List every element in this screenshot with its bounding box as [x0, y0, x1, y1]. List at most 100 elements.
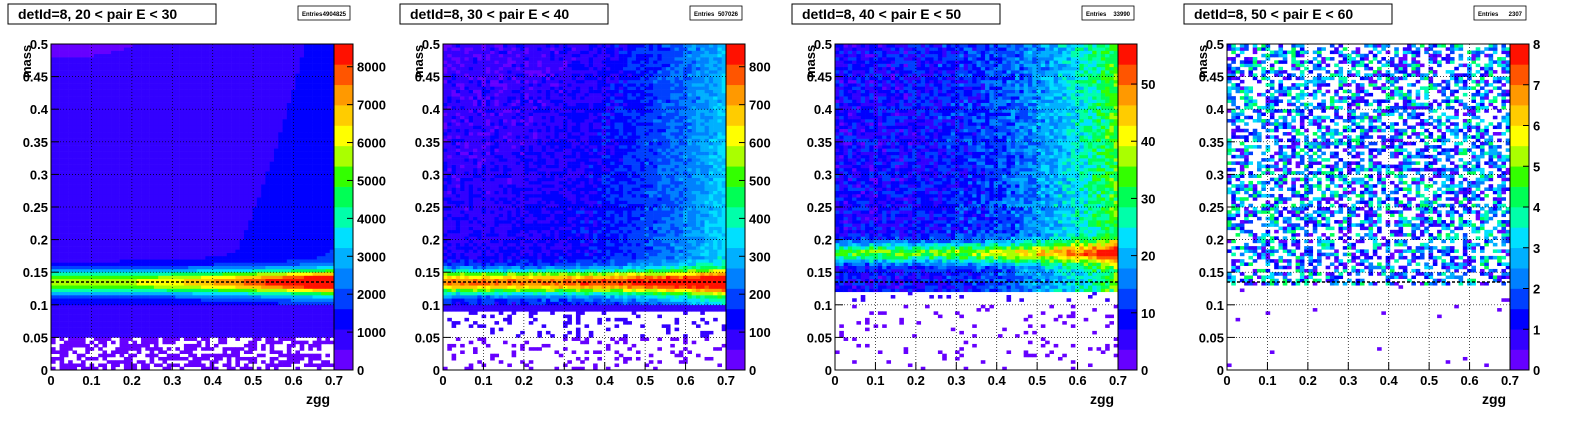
heatmap-cell — [222, 330, 228, 335]
heatmap-cell — [89, 213, 95, 218]
heatmap-cell — [295, 151, 300, 156]
heatmap-cell — [68, 190, 73, 195]
heatmap-cell — [192, 317, 198, 322]
heatmap-cell — [141, 285, 146, 289]
heatmap-cell — [226, 317, 232, 322]
heatmap-cell — [265, 109, 270, 113]
heatmap-cell — [128, 291, 133, 296]
heatmap-cell — [308, 151, 313, 156]
heatmap-cell — [278, 229, 283, 234]
heatmap-cell — [72, 246, 78, 250]
heatmap-cell — [145, 171, 150, 175]
heatmap-cell — [231, 255, 236, 260]
heatmap-cell — [278, 145, 283, 149]
heatmap-cell — [325, 288, 331, 293]
heatmap-cell — [81, 141, 86, 146]
heatmap-cell — [218, 330, 223, 335]
heatmap-cell — [299, 265, 305, 270]
heatmap-cell — [119, 337, 125, 341]
heatmap-cell — [55, 122, 60, 126]
heatmap-cell — [282, 187, 288, 191]
heatmap-cell — [252, 190, 258, 195]
heatmap-cell — [205, 125, 210, 130]
heatmap-cell — [201, 200, 206, 205]
heatmap-cell — [299, 356, 305, 361]
heatmap-cell — [321, 262, 326, 266]
heatmap-cell — [252, 128, 258, 133]
heatmap-cell — [132, 158, 138, 162]
heatmap-cell — [226, 262, 232, 266]
heatmap-cell — [102, 281, 108, 286]
heatmap-cell — [145, 141, 150, 146]
heatmap-cell — [282, 278, 288, 283]
heatmap-cell — [308, 203, 313, 208]
heatmap-cell — [252, 298, 258, 302]
heatmap-cell — [286, 268, 292, 273]
heatmap-cell — [102, 190, 108, 195]
heatmap-cell — [312, 180, 318, 185]
heatmap-cell — [316, 295, 322, 299]
heatmap-cell — [213, 343, 219, 348]
heatmap-cell — [308, 321, 313, 325]
heatmap-cell — [72, 350, 78, 354]
heatmap-cell — [93, 285, 99, 289]
heatmap-cell — [102, 363, 108, 368]
heatmap-cell — [132, 288, 138, 293]
heatmap-cell — [218, 122, 223, 126]
heatmap-cell — [256, 197, 262, 201]
heatmap-cell — [218, 301, 223, 306]
heatmap-cell — [252, 148, 258, 152]
heatmap-cell — [98, 167, 103, 172]
heatmap-cell — [183, 229, 189, 234]
heatmap-cell — [218, 151, 223, 156]
heatmap-cell — [329, 213, 335, 218]
heatmap-cell — [162, 115, 168, 120]
heatmap-cell — [299, 145, 305, 149]
heatmap-cell — [256, 324, 262, 328]
heatmap-cell — [282, 363, 288, 368]
heatmap-cell — [51, 321, 56, 325]
heatmap-cell — [273, 239, 279, 244]
heatmap-cell — [119, 229, 125, 234]
heatmap-cell — [128, 210, 133, 214]
heatmap-cell — [308, 334, 313, 338]
heatmap-cell — [209, 314, 215, 319]
heatmap-cell — [119, 132, 125, 136]
heatmap-cell — [196, 171, 202, 175]
heatmap-cell — [295, 184, 300, 188]
heatmap-cell — [158, 135, 163, 139]
heatmap-cell — [265, 330, 270, 335]
heatmap-cell — [286, 190, 292, 195]
heatmap-cell — [102, 353, 108, 358]
heatmap-cell — [115, 291, 120, 296]
heatmap-cell — [256, 200, 262, 205]
heatmap-cell — [325, 337, 331, 341]
heatmap-cell — [115, 268, 120, 273]
heatmap-cell — [68, 278, 73, 283]
heatmap-cell — [256, 203, 262, 208]
heatmap-cell — [158, 285, 163, 289]
heatmap-cell — [316, 298, 322, 302]
heatmap-cell — [312, 298, 318, 302]
heatmap-cell — [308, 226, 313, 231]
heatmap-cell — [98, 334, 103, 338]
heatmap-cell — [282, 220, 288, 224]
heatmap-cell — [213, 291, 219, 296]
heatmap-cell — [85, 334, 90, 338]
heatmap-cell — [149, 301, 155, 306]
heatmap-cell — [183, 125, 189, 130]
heatmap-cell — [106, 295, 112, 299]
heatmap-cell — [175, 207, 180, 211]
heatmap-cell — [286, 138, 292, 143]
heatmap-cell — [239, 138, 245, 143]
heatmap-cell — [55, 252, 60, 257]
heatmap-cell — [235, 125, 240, 130]
heatmap-cell — [89, 200, 95, 205]
heatmap-cell — [282, 330, 288, 335]
heatmap-cell — [308, 145, 313, 149]
heatmap-cell — [166, 118, 172, 123]
heatmap-cell — [132, 285, 138, 289]
heatmap-cell — [329, 265, 335, 270]
heatmap-cell — [325, 200, 331, 205]
heatmap-cell — [153, 213, 159, 218]
